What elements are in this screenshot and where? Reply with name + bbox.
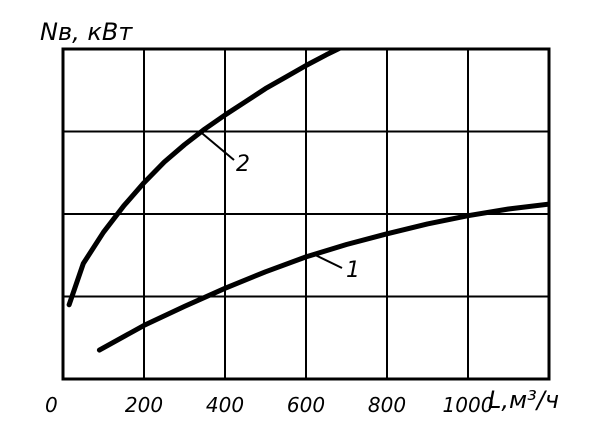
leader-line-2: [200, 131, 235, 161]
leader-line-1: [313, 253, 343, 269]
x-tick-label: 600: [287, 393, 325, 417]
series-label-2: 2: [236, 152, 250, 177]
plot-frame: [61, 47, 551, 381]
x-tick-labels: 0 200 400 600 800 1000: [45, 393, 493, 417]
series-group: [66, 49, 549, 353]
x-tick-label: 0: [45, 393, 58, 417]
x-tick-label: 400: [206, 393, 244, 417]
x-tick-label: 800: [368, 393, 406, 417]
series-label-1: 1: [346, 258, 360, 283]
y-axis-label: Nв, кВт: [40, 18, 133, 46]
curve-leaders: [200, 131, 343, 269]
x-axis-label: L,м³/ч: [488, 386, 559, 414]
series-line-1: [96, 201, 549, 353]
x-tick-label: 1000: [443, 393, 494, 417]
series-line-2: [66, 49, 344, 308]
x-tick-label: 200: [125, 393, 163, 417]
